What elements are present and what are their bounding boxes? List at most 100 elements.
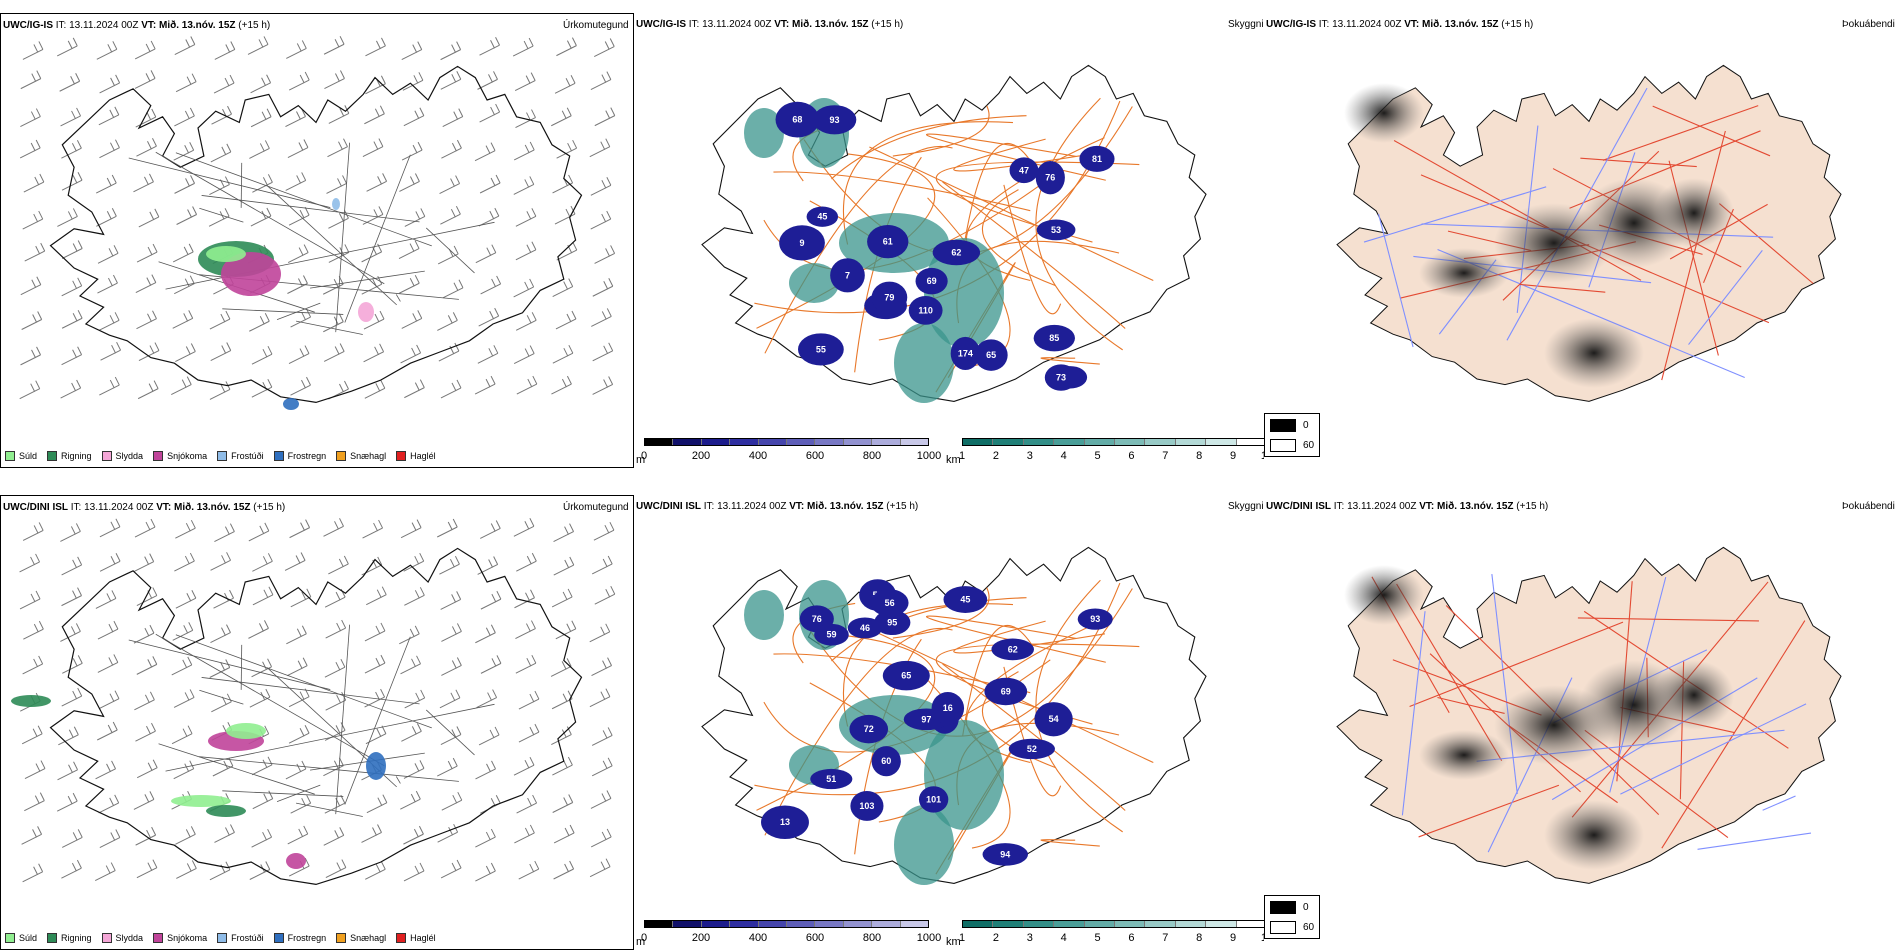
svg-text:174: 174 xyxy=(958,348,973,358)
wind-barb xyxy=(555,310,577,330)
wind-barb xyxy=(328,555,349,575)
wind-barb xyxy=(96,174,117,194)
wind-barb xyxy=(248,522,270,542)
colorbar-tick: 600 xyxy=(805,932,825,944)
wind-barb xyxy=(591,727,613,746)
forecast-header: UWC/IG-IS IT: 13.11.2024 00Z VT: Mið. 13… xyxy=(3,20,270,31)
wind-barb xyxy=(515,208,537,227)
wind-barb xyxy=(403,552,425,572)
model-name: UWC/DINI ISL xyxy=(1266,501,1331,512)
wind-barb xyxy=(290,588,312,608)
road xyxy=(843,121,1014,245)
valid-time-label: VT: xyxy=(1419,501,1437,512)
wind-barb xyxy=(98,690,120,710)
svg-text:93: 93 xyxy=(1090,614,1100,624)
wind-barb xyxy=(364,654,386,674)
cloud-base-label: 174 xyxy=(950,336,981,371)
wind-barb xyxy=(136,137,157,157)
wind-barb xyxy=(399,275,420,294)
svg-text:62: 62 xyxy=(1008,644,1018,654)
colorbar-tick: 5 xyxy=(1094,932,1101,944)
wind-barb xyxy=(480,655,502,674)
wind-barb xyxy=(403,825,424,845)
cloud-base-label: 69 xyxy=(984,677,1028,706)
legend-label: Snjókoma xyxy=(167,451,208,461)
river xyxy=(1401,611,1426,816)
road xyxy=(1661,620,1806,849)
wind-barb xyxy=(22,41,44,60)
wind-barb xyxy=(516,794,538,814)
wind-barb xyxy=(174,552,195,572)
river xyxy=(1620,703,1807,795)
wind-barb xyxy=(480,590,502,610)
wind-barb xyxy=(136,859,158,879)
cloud-base-label: 56 xyxy=(870,589,909,617)
wind-barb xyxy=(251,756,273,776)
wind-barb xyxy=(136,310,157,330)
wind-barb xyxy=(475,244,497,264)
wind-barb xyxy=(136,759,158,779)
visibility-colorbar: km1 2 3 4 5 6 7 8 9 10 xyxy=(946,920,1264,948)
legend-item-súld: Súld xyxy=(5,933,37,943)
svg-text:7: 7 xyxy=(845,270,850,280)
wind-barb xyxy=(134,70,156,89)
wind-barb xyxy=(172,310,194,329)
legend-swatch xyxy=(336,933,347,943)
road xyxy=(1035,97,1123,351)
precip-type-legend: Súld Rigning Slydda Snjókoma Frostúði Frostre… xyxy=(5,451,436,461)
wind-barb xyxy=(475,624,496,644)
wind-barb xyxy=(326,175,347,194)
fog-index-panel: UWC/IG-IS IT: 13.11.2024 00Z VT: Mið. 13… xyxy=(1264,13,1900,468)
wind-barb xyxy=(551,690,573,710)
init-time: IT: 13.11.2024 00Z xyxy=(53,20,142,31)
wind-barb xyxy=(518,723,540,743)
wind-barb xyxy=(361,824,382,843)
fog-index-legend: 0 60 xyxy=(1264,413,1320,457)
wind-barb xyxy=(513,518,535,537)
wind-barb xyxy=(56,792,78,812)
legend-item-frostregn: Frostregn xyxy=(273,933,326,943)
wind-barb xyxy=(403,107,425,127)
wind-barb xyxy=(324,658,346,678)
wind-barb xyxy=(252,174,273,193)
wind-barb xyxy=(440,859,462,879)
wind-barb xyxy=(288,71,310,91)
wind-barb xyxy=(210,624,231,644)
wind-barb xyxy=(99,376,120,396)
model-name: UWC/IG-IS xyxy=(1266,19,1316,30)
wind-barb xyxy=(328,380,349,400)
wind-barb xyxy=(22,210,44,230)
lead-time: (+15 h) xyxy=(886,501,919,512)
cloud-base-label: 95 xyxy=(874,610,911,636)
wind-barb xyxy=(591,757,613,777)
valid-time-value: Mið. 13.nóv. 15Z xyxy=(1422,19,1502,30)
wind-barb xyxy=(591,308,612,327)
wind-barb xyxy=(19,553,41,573)
fog-index-title: Þokuábendi xyxy=(1842,19,1895,30)
wind-barb xyxy=(24,760,46,779)
precip-area xyxy=(332,198,340,210)
wind-barb xyxy=(98,794,120,814)
cloud-base-label: 65 xyxy=(974,339,1008,371)
wind-barb xyxy=(366,794,388,814)
wind-barb xyxy=(400,344,422,364)
wind-barb xyxy=(249,140,270,159)
svg-text:54: 54 xyxy=(1049,714,1059,724)
svg-text:73: 73 xyxy=(1056,373,1066,383)
wind-barb xyxy=(175,519,196,539)
wind-barb xyxy=(516,552,537,572)
wind-barb xyxy=(589,858,611,878)
wind-barb xyxy=(477,556,499,575)
legend-label: Frostregn xyxy=(287,451,327,461)
wind-barb xyxy=(20,108,41,128)
wind-barb xyxy=(364,105,385,125)
wind-barb xyxy=(323,313,344,333)
wind-barb xyxy=(441,657,462,676)
wind-barb xyxy=(479,103,501,123)
wind-barb xyxy=(594,245,616,264)
wind-barb xyxy=(440,71,462,90)
wind-barb xyxy=(556,139,578,159)
colorbar-tick: 0 xyxy=(640,932,648,944)
wind-barb xyxy=(19,380,41,400)
legend-item-frostúði: Frostúði xyxy=(217,933,264,943)
